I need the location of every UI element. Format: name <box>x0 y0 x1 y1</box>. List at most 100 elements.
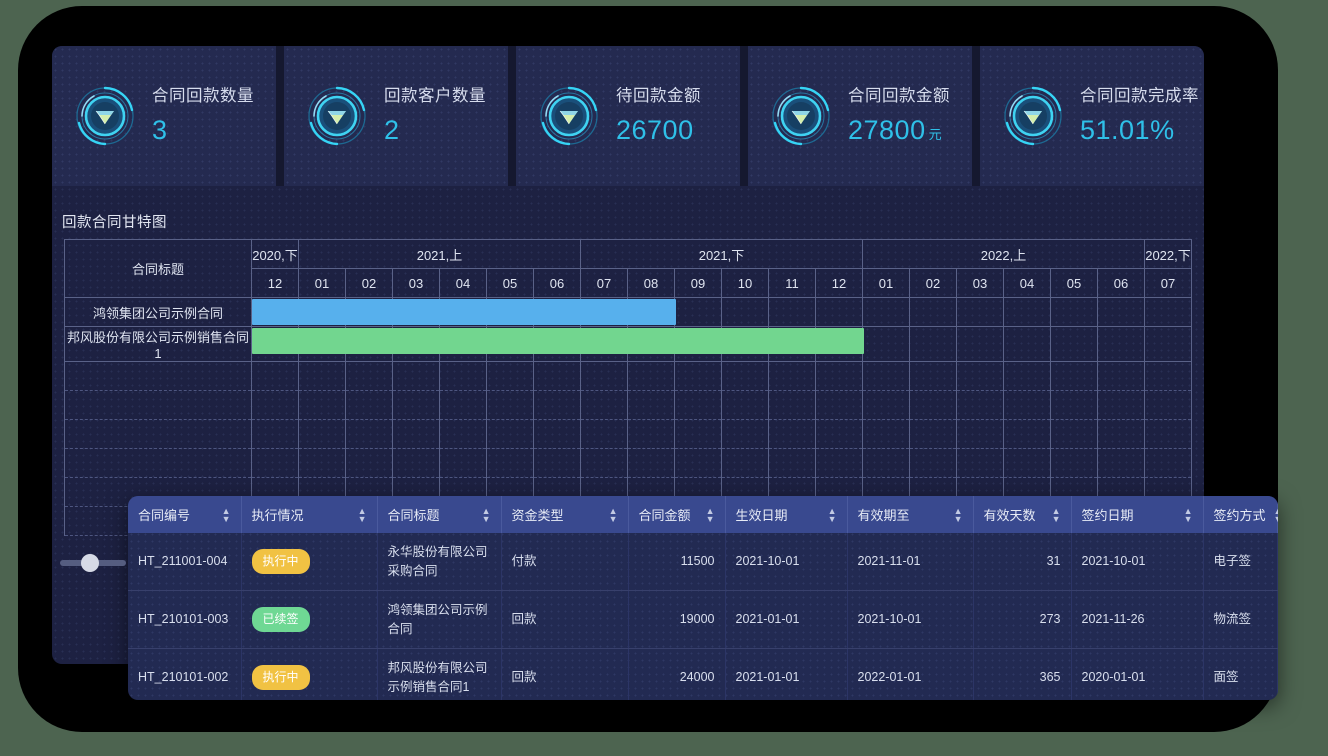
table-header-label: 生效日期 <box>735 508 788 523</box>
sort-icon[interactable]: ▲ ▼ <box>1051 505 1061 524</box>
slider-knob[interactable] <box>81 554 99 572</box>
gantt-cell <box>956 419 1004 449</box>
gantt-cell <box>439 361 487 391</box>
table-header-sign_date[interactable]: 签约日期 ▲ ▼ <box>1071 496 1204 533</box>
gantt-cell <box>298 390 346 420</box>
sort-icon[interactable]: ▲ ▼ <box>1273 505 1278 524</box>
gantt-month-header: 05 <box>1050 268 1098 298</box>
sort-icon[interactable]: ▲ ▼ <box>1183 505 1193 524</box>
table-header-label: 合同金额 <box>638 508 691 523</box>
table-header-title[interactable]: 合同标题 ▲ ▼ <box>377 496 502 533</box>
contract-table-panel: 合同编号 ▲ ▼ 执行情况 ▲ ▼ 合同标题 ▲ ▼ 资金类型 ▲ ▼ 合同金额 ▲ ▼ 生效日期 ▲ ▼ 有效期至… <box>128 496 1278 700</box>
gantt-cell <box>580 390 628 420</box>
table-header-valid_days[interactable]: 有效天数 ▲ ▼ <box>973 496 1072 533</box>
gantt-period-header: 2022,上 <box>862 239 1145 269</box>
gantt-cell <box>392 448 440 478</box>
gantt-cell <box>815 448 863 478</box>
table-cell-fund_type: 付款 <box>501 533 629 591</box>
gantt-cell <box>251 390 299 420</box>
gantt-cell <box>627 448 675 478</box>
table-header-amount[interactable]: 合同金额 ▲ ▼ <box>628 496 726 533</box>
gantt-row: 邦风股份有限公司示例销售合同1 <box>64 326 1192 362</box>
gantt-cell <box>486 448 534 478</box>
table-cell-end_date: 2021-10-01 <box>847 590 974 649</box>
gantt-cell <box>909 390 957 420</box>
table-row[interactable]: HT_211001-004 执行中 永华股份有限公司采购合同 付款 11500 2021-… <box>128 533 1278 591</box>
gantt-month-header: 04 <box>1003 268 1051 298</box>
sort-icon[interactable]: ▲ ▼ <box>953 505 963 524</box>
gantt-month-header: 01 <box>862 268 910 298</box>
table-body: HT_211001-004 执行中 永华股份有限公司采购合同 付款 11500 2021-… <box>128 533 1278 700</box>
gantt-month-header: 01 <box>298 268 346 298</box>
gantt-name-column-header: 合同标题 <box>64 239 252 298</box>
sort-icon[interactable]: ▲ ▼ <box>827 505 837 524</box>
table-cell-title: 永华股份有限公司采购合同 <box>377 533 502 591</box>
sort-icon[interactable]: ▲ ▼ <box>221 505 231 524</box>
gantt-row-label <box>64 390 252 420</box>
table-row[interactable]: HT_210101-003 已续签 鸿领集团公司示例合同 回款 19000 2021-01… <box>128 590 1278 649</box>
table-cell-fund_type: 回款 <box>501 590 629 649</box>
table-cell-sign_date: 2021-11-26 <box>1071 590 1204 649</box>
sort-icon[interactable]: ▲ ▼ <box>481 505 491 524</box>
gantt-month-header: 12 <box>815 268 863 298</box>
table-cell-sign_date: 2020-01-01 <box>1071 648 1204 700</box>
gantt-bar-layer <box>252 298 676 326</box>
gantt-row-label: 鸿领集团公司示例合同 <box>64 297 252 327</box>
gantt-cell <box>298 448 346 478</box>
kpi-card-1: 合同回款数量 3 <box>52 46 276 186</box>
gantt-cell <box>251 326 865 362</box>
gantt-cell <box>862 326 910 362</box>
gantt-cell <box>815 326 863 362</box>
gantt-cell <box>862 419 910 449</box>
table-cell-code: HT_210101-002 <box>128 648 242 700</box>
sort-icon[interactable]: ▲ ▼ <box>357 505 367 524</box>
gantt-cell <box>956 361 1004 391</box>
gantt-cell <box>486 390 534 420</box>
gantt-zoom-slider[interactable] <box>60 554 126 572</box>
table-header-row: 合同编号 ▲ ▼ 执行情况 ▲ ▼ 合同标题 ▲ ▼ 资金类型 ▲ ▼ 合同金额 ▲ ▼ 生效日期 ▲ ▼ 有效期至… <box>128 496 1278 533</box>
gantt-cell <box>392 326 440 362</box>
gantt-cell <box>533 326 581 362</box>
gantt-cell <box>909 326 957 362</box>
gantt-cell <box>627 297 675 327</box>
table-cell-start_date: 2021-01-01 <box>725 648 848 700</box>
gantt-cell <box>1097 390 1145 420</box>
sort-icon[interactable]: ▲ ▼ <box>705 505 715 524</box>
table-header-label: 合同标题 <box>387 508 440 523</box>
gantt-cell <box>768 390 816 420</box>
gantt-cell <box>1003 297 1051 327</box>
gantt-cell <box>674 326 722 362</box>
status-badge: 执行中 <box>251 664 310 691</box>
gantt-month-header: 09 <box>674 268 722 298</box>
table-header-label: 有效期至 <box>857 508 910 523</box>
dashboard-panel: 合同回款数量 3 回款客户数量 2 待回款金额 26700 <box>52 46 1204 664</box>
table-cell-amount: 11500 <box>628 533 726 591</box>
diamond-icon <box>74 85 136 147</box>
table-cell-amount: 19000 <box>628 590 726 649</box>
table-header-fund_type[interactable]: 资金类型 ▲ ▼ <box>501 496 629 533</box>
gantt-cell <box>1050 390 1098 420</box>
gantt-cell <box>674 297 722 327</box>
gantt-cell <box>486 419 534 449</box>
gantt-cell <box>721 419 769 449</box>
gantt-cell <box>1003 361 1051 391</box>
table-row[interactable]: HT_210101-002 执行中 邦风股份有限公司示例销售合同1 回款 24000 20… <box>128 648 1278 700</box>
table-header-start_date[interactable]: 生效日期 ▲ ▼ <box>725 496 848 533</box>
gantt-cell <box>909 448 957 478</box>
gantt-empty-row <box>64 419 1192 449</box>
gantt-cell <box>1003 419 1051 449</box>
table-header-end_date[interactable]: 有效期至 ▲ ▼ <box>847 496 974 533</box>
table-cell-amount: 24000 <box>628 648 726 700</box>
gantt-table: 合同标题 2020,下 2021,上 2021,下 2022,上 2022,下 12 01 0… <box>64 239 1192 536</box>
gantt-row-label <box>64 448 252 478</box>
gantt-period-header: 2022,下 <box>1144 239 1192 269</box>
table-header-status[interactable]: 执行情况 ▲ ▼ <box>241 496 378 533</box>
sort-icon[interactable]: ▲ ▼ <box>608 505 618 524</box>
table-header-code[interactable]: 合同编号 ▲ ▼ <box>128 496 242 533</box>
gantt-cell <box>1144 390 1192 420</box>
gantt-period-header: 2020,下 <box>251 239 299 269</box>
table-header-sign_type[interactable]: 签约方式 ▲ ▼ <box>1203 496 1278 533</box>
kpi-unit: 元 <box>928 126 943 142</box>
gantt-row-label <box>64 419 252 449</box>
gantt-cell <box>1003 448 1051 478</box>
